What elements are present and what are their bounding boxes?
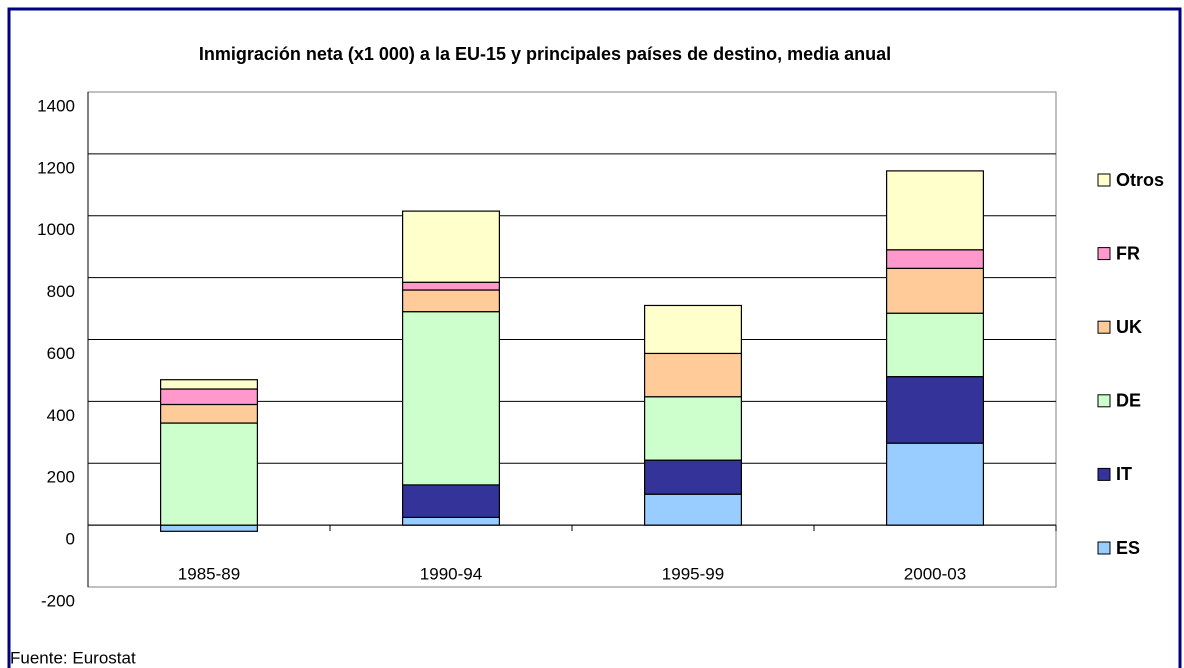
bar-segment [643,396,742,461]
bar-segment [402,210,501,283]
frame [7,7,1182,668]
legend-swatch [1097,541,1111,555]
bar-segment [643,352,742,398]
bar-segment [160,379,259,390]
bar-segment [160,422,259,526]
legend-swatch [1097,467,1111,481]
bar-segment [885,249,984,269]
x-tick-label: 1985-89 [178,564,240,583]
bar-segment [402,281,501,291]
y-tick-label: 800 [47,282,75,301]
y-tick-label: -200 [41,591,75,610]
legend-swatch [1097,320,1111,334]
bar-segment [160,403,259,424]
y-tick-label: 1200 [37,158,75,177]
x-tick-label: 2000-03 [904,564,966,583]
bar-segment [885,376,984,444]
chart-title: Inmigración neta (x1 000) a la EU-15 y p… [199,44,891,64]
bar-segment [402,311,501,486]
bar-segment [402,484,501,518]
bar-segment [643,459,742,495]
legend-label: UK [1116,317,1142,337]
legend-label: DE [1116,391,1141,411]
bar-segment [885,312,984,378]
footnote: Fuente: Eurostat [10,648,136,667]
bar-segment [885,442,984,526]
bar-segment [402,516,501,526]
x-tick-label: 1995-99 [662,564,724,583]
bar-segment [885,170,984,251]
legend-label: ES [1116,538,1140,558]
bar-segment [402,289,501,313]
legend-swatch [1097,247,1111,261]
legend-swatch [1097,394,1111,408]
y-tick-label: 200 [47,468,75,487]
bar-segment [160,388,259,406]
bar-segment [643,304,742,355]
y-tick-label: 400 [47,406,75,425]
legend-swatch [1097,173,1111,187]
bar-segment [643,493,742,526]
y-tick-label: 0 [66,530,75,549]
legend-label: Otros [1116,170,1164,190]
bar-segment [885,267,984,314]
y-tick-label: 1400 [37,96,75,115]
legend-label: IT [1116,464,1132,484]
legend-label: FR [1116,243,1140,263]
x-tick-label: 1990-94 [420,564,482,583]
y-tick-label: 600 [47,344,75,363]
bar-segment [160,524,259,532]
y-tick-label: 1000 [37,220,75,239]
